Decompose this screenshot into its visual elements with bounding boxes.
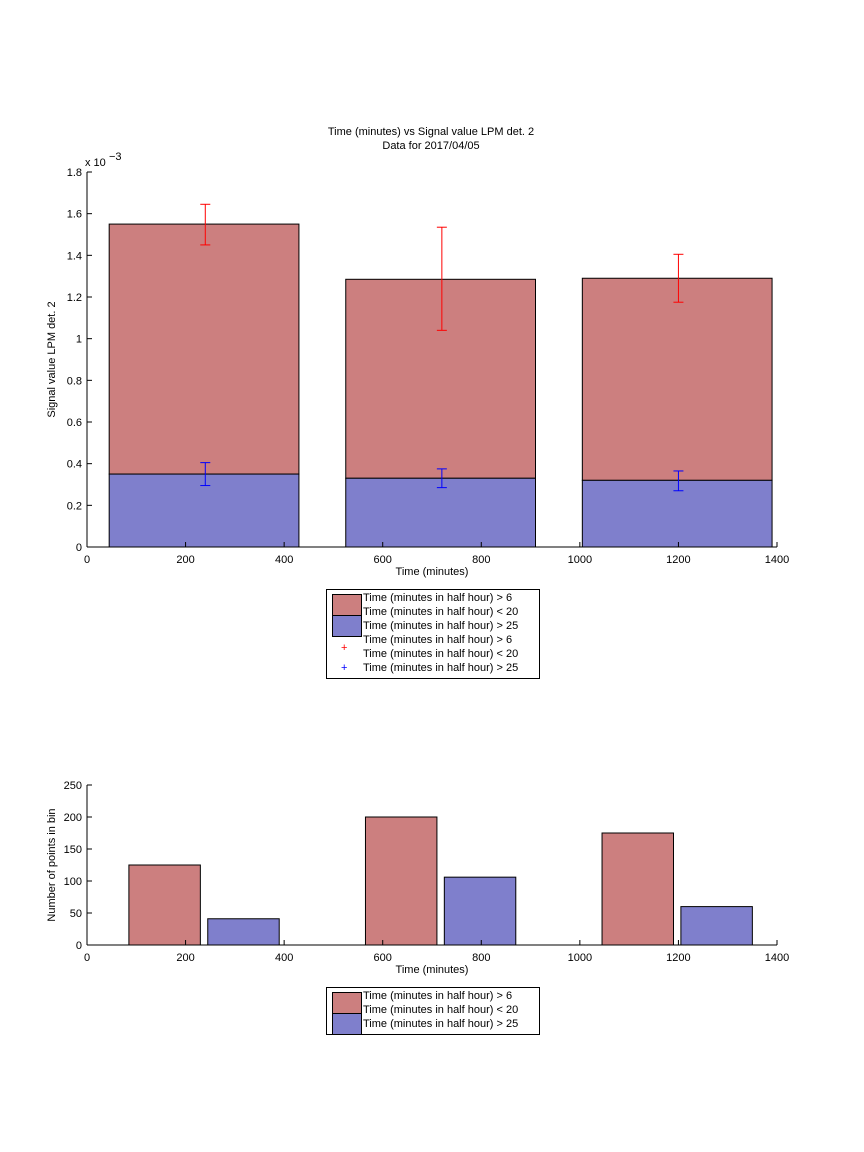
y-tick-label: 1.4 (67, 250, 82, 262)
y-tick-label: 0.6 (67, 417, 82, 429)
bar-blue (207, 918, 280, 946)
legend-label: Time (minutes in half hour) < 20 (363, 648, 519, 660)
legend-swatch-blue (332, 1013, 362, 1035)
legend-label: Time (minutes in half hour) > 6 (363, 990, 513, 1002)
x-tick-label: 0 (84, 952, 90, 964)
x-tick-label: 600 (374, 952, 392, 964)
x-tick-label: 400 (275, 952, 293, 964)
y-tick-label: 0.8 (67, 375, 82, 387)
bar-red (108, 223, 300, 475)
x-tick-label: 0 (84, 554, 90, 566)
legend-marker-red: + (341, 642, 348, 654)
y-axis-label: Signal value LPM det. 2 (46, 301, 58, 417)
y-tick-label: 150 (64, 844, 82, 856)
x-tick-label: 800 (472, 554, 490, 566)
x-tick-label: 1200 (666, 952, 690, 964)
signal-legend: Time (minutes in half hour) > 6 Time (mi… (326, 589, 540, 679)
y-tick-label: 100 (64, 876, 82, 888)
x-tick-label: 400 (275, 554, 293, 566)
y-tick-label: 1.6 (67, 209, 82, 221)
x-tick-label: 800 (472, 952, 490, 964)
bar-red (345, 278, 536, 479)
y-tick-label: 250 (64, 780, 82, 792)
x-tick-label: 1400 (765, 952, 789, 964)
count-chart: 0 200 400 600 800 1000 1200 1400 0 50 100 150 200 250… (46, 780, 789, 976)
signal-chart: 0 200 400 600 800 1000 1200 1400 0 0.2 0.4 0.6 0.8 1 1… (46, 126, 789, 578)
y-tick-label: 50 (70, 908, 82, 920)
bar-red (364, 816, 438, 946)
legend-label: Time (minutes in half hour) > 6 (363, 634, 513, 646)
chart-title: Time (minutes) vs Signal value LPM det. … (328, 126, 534, 138)
bar-blue (345, 477, 536, 548)
y-tick-label: 1.2 (67, 292, 82, 304)
x-tick-label: 1400 (765, 554, 789, 566)
legend-label: Time (minutes in half hour) < 20 (363, 1004, 519, 1016)
x-axis-label: Time (minutes) (396, 566, 469, 578)
x-tick-label: 600 (374, 554, 392, 566)
exponent-power: −3 (109, 151, 122, 163)
count-legend: Time (minutes in half hour) > 6 Time (mi… (326, 987, 540, 1035)
bar-red (601, 832, 674, 946)
x-tick-label: 200 (176, 952, 194, 964)
y-tick-label: 0 (76, 542, 82, 554)
y-tick-label: 0 (76, 940, 82, 952)
legend-marker-blue: + (341, 662, 348, 674)
x-tick-label: 1000 (568, 952, 592, 964)
bar-blue (108, 473, 300, 548)
legend-swatch-red (332, 594, 362, 616)
bar-red (128, 864, 201, 946)
x-tick-label: 200 (176, 554, 194, 566)
bar-blue (581, 479, 773, 548)
bar-red (581, 277, 773, 481)
legend-label: Time (minutes in half hour) > 25 (363, 662, 519, 674)
legend-swatch-blue (332, 615, 362, 637)
chart-subtitle: Data for 2017/04/05 (382, 140, 479, 152)
y-tick-label: 1.8 (67, 167, 82, 179)
y-tick-label: 1 (76, 334, 82, 346)
x-tick-label: 1000 (568, 554, 592, 566)
exponent-label: x 10 (85, 157, 106, 169)
y-axis-label: Number of points in bin (46, 808, 58, 921)
y-tick-label: 0.4 (67, 459, 82, 471)
legend-label: Time (minutes in half hour) > 25 (363, 1018, 519, 1030)
x-tick-label: 1200 (666, 554, 690, 566)
y-tick-label: 0.2 (67, 500, 82, 512)
x-axis-label: Time (minutes) (396, 964, 469, 976)
bar-blue (680, 906, 753, 946)
bar-blue (443, 876, 517, 946)
legend-label: Time (minutes in half hour) > 6 (363, 592, 513, 604)
legend-label: Time (minutes in half hour) > 25 (363, 620, 519, 632)
legend-label: Time (minutes in half hour) < 20 (363, 606, 519, 618)
y-tick-label: 200 (64, 812, 82, 824)
legend-swatch-red (332, 992, 362, 1014)
